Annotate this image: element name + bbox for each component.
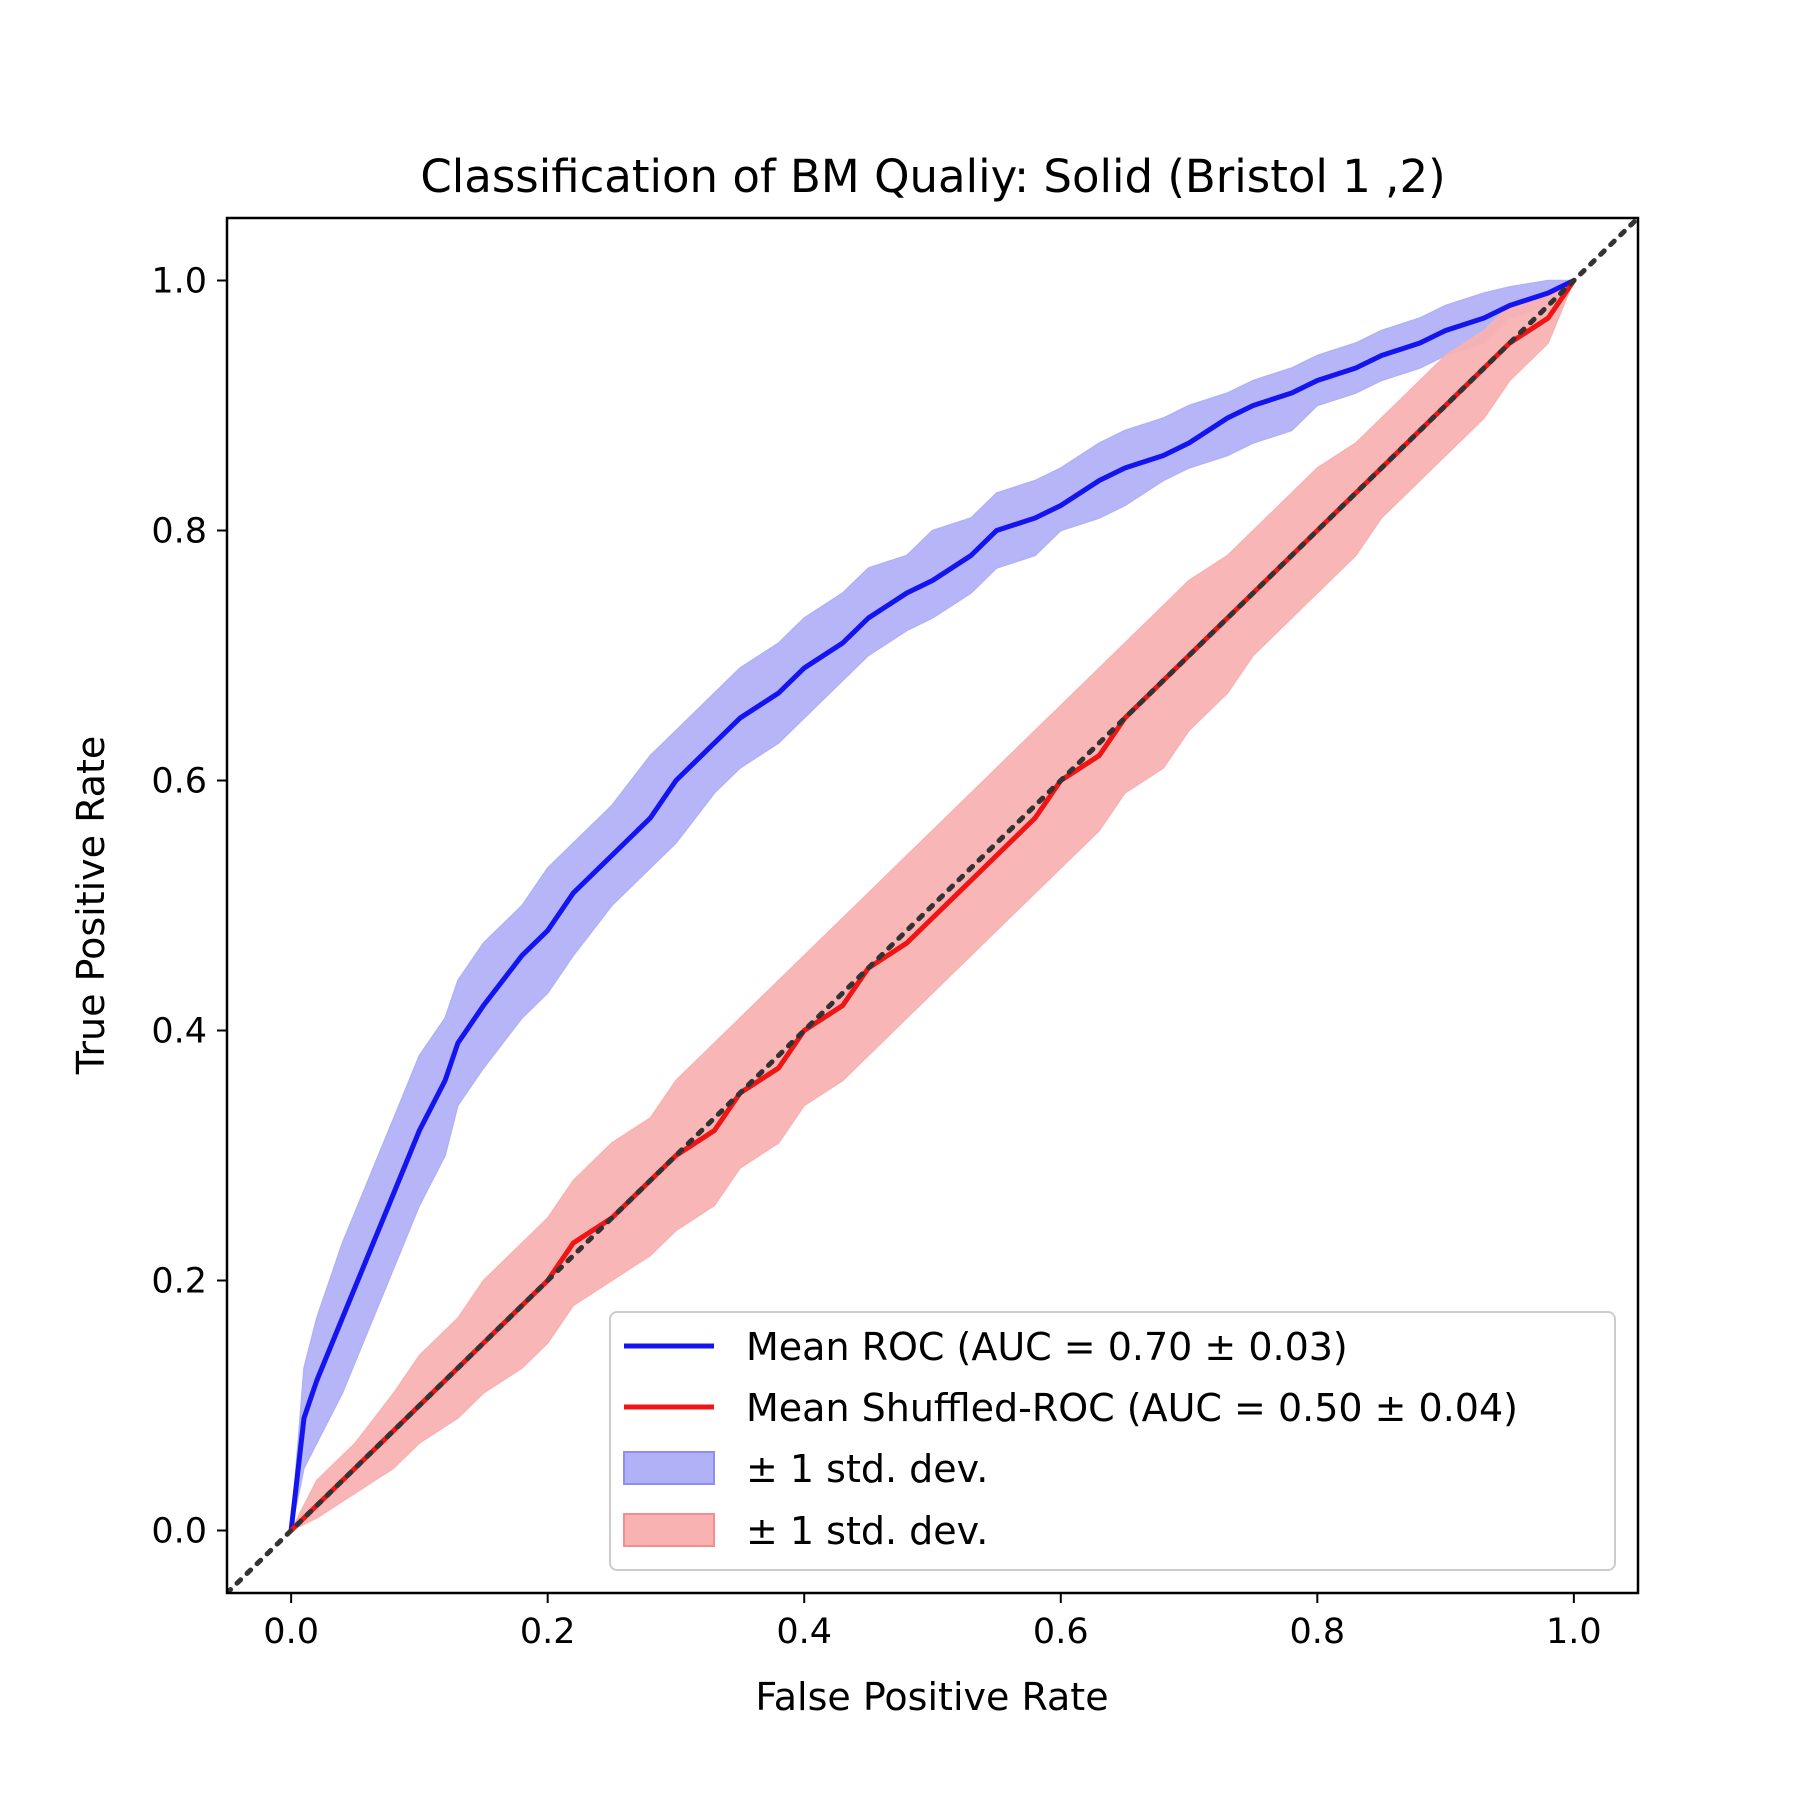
x-tick-label: 0.6	[1033, 1612, 1089, 1652]
plot-series	[227, 218, 1638, 1593]
y-tick-label: 0.6	[151, 762, 207, 802]
y-tick-label: 1.0	[151, 262, 207, 302]
legend: Mean ROC (AUC = 0.70 ± 0.03) Mean Shuffl…	[609, 1311, 1616, 1571]
x-tick-label: 1.0	[1546, 1612, 1602, 1652]
y-tick-label: 0.2	[151, 1262, 207, 1302]
y-tick-label: 0.4	[151, 1012, 207, 1052]
axis-ticks: 0.0 0.2 0.4 0.6 0.8 1.0 0.0 0.2 0.4 0.6 0.8 1.0	[151, 262, 1601, 1653]
axes-frame	[225, 216, 1640, 1595]
x-axis-label: False Positive Rate	[755, 1675, 1108, 1719]
legend-box	[609, 1311, 1616, 1571]
y-axis-label: True Positive Rate	[69, 736, 113, 1076]
legend-swatch-red-band	[623, 1513, 715, 1547]
legend-label-mean-roc: Mean ROC (AUC = 0.70 ± 0.03)	[746, 1325, 1348, 1369]
legend-label-red-band: ± 1 std. dev.	[746, 1509, 988, 1553]
y-tick-label: 0.8	[151, 512, 207, 552]
chart-title: Classification of BM Qualiy: Solid (Bris…	[420, 150, 1445, 203]
mean-roc-line	[288, 278, 1575, 1531]
x-tick-label: 0.0	[263, 1612, 319, 1652]
x-tick-label: 0.8	[1289, 1612, 1345, 1652]
x-tick-label: 0.4	[776, 1612, 832, 1652]
chance-diagonal-line	[227, 218, 1638, 1593]
legend-swatch-blue-band	[623, 1451, 715, 1485]
x-tick-label: 0.2	[520, 1612, 576, 1652]
y-tick-label: 0.0	[151, 1512, 207, 1552]
plot-area	[227, 218, 1638, 1593]
legend-label-shuffled-roc: Mean Shuffled-ROC (AUC = 0.50 ± 0.04)	[746, 1386, 1518, 1430]
legend-label-blue-band: ± 1 std. dev.	[746, 1447, 988, 1491]
